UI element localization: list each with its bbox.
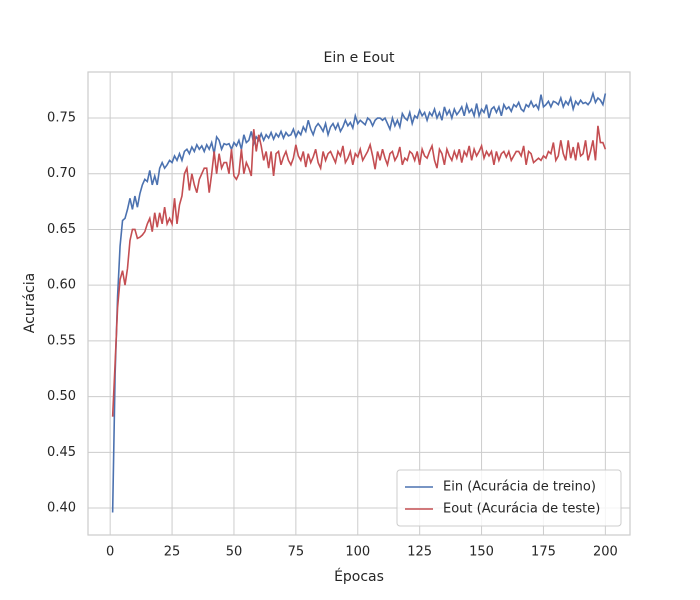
y-axis-label: Acurácia xyxy=(22,273,38,333)
y-tick-label: 0.75 xyxy=(47,111,76,126)
y-tick-label: 0.40 xyxy=(47,501,76,516)
y-tick-label: 0.70 xyxy=(47,166,76,181)
x-tick-label: 200 xyxy=(593,545,618,560)
x-tick-label: 100 xyxy=(345,545,370,560)
y-tick-label: 0.65 xyxy=(47,222,76,237)
x-tick-label: 0 xyxy=(106,545,114,560)
x-tick-label: 175 xyxy=(531,545,556,560)
plot-frame xyxy=(87,71,631,536)
x-tick-label: 75 xyxy=(288,545,305,560)
legend-label: Eout (Acurácia de teste) xyxy=(443,502,600,517)
y-tick-label: 0.50 xyxy=(47,389,76,404)
legend-label: Ein (Acurácia de treino) xyxy=(443,480,596,495)
x-tick-label: 50 xyxy=(226,545,243,560)
data-line xyxy=(111,125,607,417)
x-axis-label: Épocas xyxy=(334,568,384,585)
data-line xyxy=(111,90,607,513)
legend-box xyxy=(396,469,622,527)
x-tick-label: 150 xyxy=(469,545,494,560)
y-tick-label: 0.45 xyxy=(47,445,76,460)
x-tick-label: 25 xyxy=(164,545,181,560)
chart-title: Ein e Eout xyxy=(324,50,395,66)
x-tick-label: 125 xyxy=(407,545,432,560)
y-tick-label: 0.55 xyxy=(47,333,76,348)
y-tick-label: 0.60 xyxy=(47,278,76,293)
